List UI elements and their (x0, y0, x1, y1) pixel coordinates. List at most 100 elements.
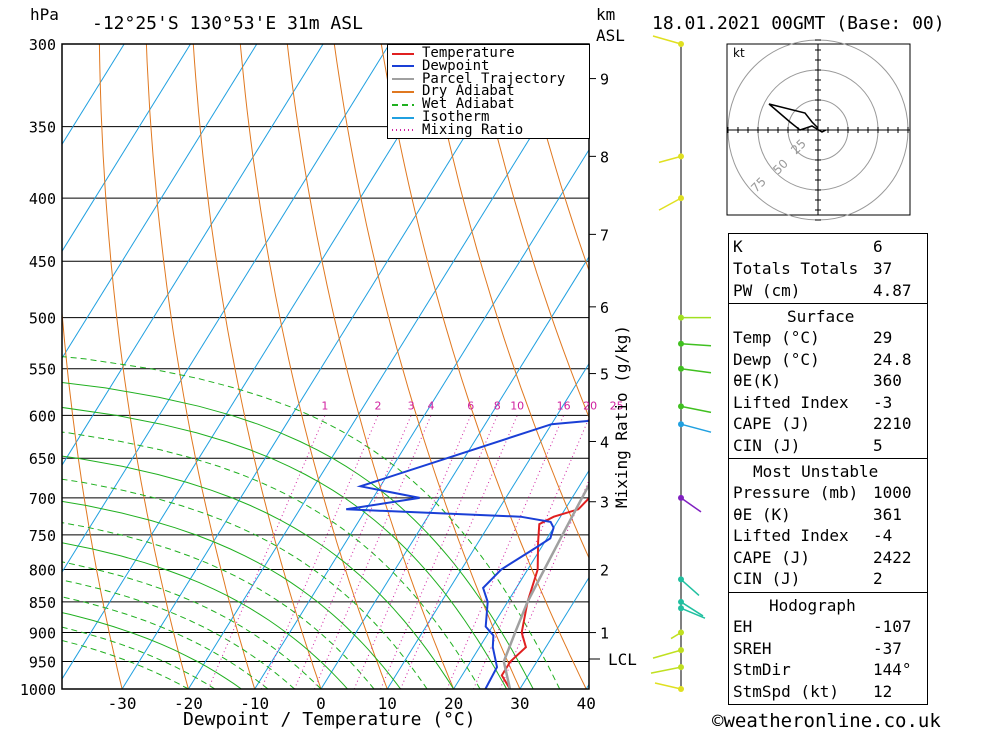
param-value: -107 (873, 617, 912, 636)
wind-barb (680, 423, 712, 433)
mixing-ratio-tick: 25 (610, 399, 624, 412)
wind-barb (680, 601, 704, 617)
param-label: SREH (733, 638, 772, 658)
dry-adiabat (98, 44, 189, 689)
pressure-tick: 650 (29, 450, 56, 468)
wind-dot (678, 314, 684, 321)
pressure-tick: 850 (29, 594, 56, 612)
hodograph-trace (768, 103, 827, 133)
wind-dot (678, 403, 684, 410)
mixing-ratio-axis-label: Mixing Ratio (g/kg) (612, 324, 631, 508)
hodograph-title: Hodograph (769, 596, 856, 615)
mixing-ratio-line (400, 415, 518, 689)
hodograph-unit: kt (733, 46, 745, 60)
dry-adiabat (239, 44, 388, 689)
dry-adiabat (333, 44, 521, 689)
dry-adiabat (992, 44, 1000, 689)
wind-dot (678, 153, 684, 160)
tt-value: 37 (873, 259, 893, 278)
dry-adiabat (945, 44, 1000, 689)
legend-swatch (392, 78, 414, 81)
temperature-tick: 20 (444, 694, 463, 713)
legend-label: Isotherm (422, 109, 490, 125)
pressure-tick: 600 (29, 407, 56, 425)
series-temperature (500, 496, 589, 689)
mixing-ratio-tick: 16 (557, 399, 571, 412)
series-dewpoint (346, 419, 589, 689)
km-tick: 5 (600, 366, 609, 384)
wind-dot (678, 664, 684, 671)
param-label: Lifted Index (733, 392, 849, 412)
mixing-ratio-line (473, 416, 589, 689)
param-label: CAPE (J) (733, 414, 811, 433)
isotherm (62, 44, 457, 680)
dry-adiabat (286, 44, 455, 689)
pressure-tick: 750 (29, 527, 56, 545)
legend-swatch (392, 52, 414, 55)
legend-item: Wet Adiabat (392, 96, 515, 113)
pressure-tick: 550 (29, 361, 56, 379)
param-label: θE(K) (733, 371, 782, 390)
temperature-tick: -20 (174, 694, 203, 713)
isotherm (121, 44, 523, 689)
temperature-tick: -10 (240, 694, 269, 713)
km-tick: 6 (600, 299, 609, 317)
mixing-ratio-tick: 2 (374, 399, 381, 412)
mixing-ratio-line (499, 478, 589, 689)
pressure-tick: 800 (29, 561, 56, 579)
pressure-tick: 300 (29, 36, 56, 54)
mixing-ratio-line (294, 415, 412, 689)
param-value: 2210 (873, 414, 912, 433)
surface-title: Surface (787, 307, 855, 326)
isotherm (62, 44, 390, 574)
param-value: 2422 (873, 547, 912, 567)
param-label: Dewp (°C) (733, 349, 820, 369)
wind-dot (678, 576, 684, 583)
mixing-ratio-line (446, 415, 565, 689)
pressure-tick: 700 (29, 490, 56, 508)
param-label: θE (K) (733, 504, 791, 524)
param-value: -3 (873, 392, 893, 412)
dry-adiabat (521, 44, 589, 272)
km-tick: 9 (600, 71, 609, 89)
pressure-tick: 500 (29, 310, 56, 328)
param-label: CIN (J) (733, 569, 801, 588)
wind-dot (678, 421, 684, 428)
param-value: 361 (873, 504, 902, 524)
hodograph-box: Hodograph EH -107 SREH -37 StmDir 144° StmSpd … (728, 592, 928, 705)
wind-barb (680, 578, 700, 596)
wet-adiabat (62, 431, 481, 689)
legend-label: Wet Adiabat (422, 96, 515, 113)
dry-adiabat (62, 306, 123, 689)
legend-label: Dry Adiabat (422, 83, 515, 100)
most-unstable-box: Most Unstable Pressure (mb) 1000 θE (K) 361… (728, 458, 928, 593)
param-value: 29 (873, 328, 893, 347)
isotherm (320, 255, 589, 689)
wind-barb (680, 607, 706, 619)
wet-adiabat (62, 579, 295, 689)
km-tick: 7 (600, 226, 609, 244)
indices-box: K 6 Totals Totals 37 PW (cm) 4.87 (728, 233, 928, 304)
wind-dot (678, 365, 684, 372)
wind-barb (650, 666, 682, 674)
location-title: -12°25'S 130°53'E 31m ASL (92, 13, 363, 34)
k-value: 6 (873, 237, 883, 256)
isotherm (453, 469, 589, 689)
surface-box: Surface Temp (°C) 29 Dewp (°C) 24.8 θE(K) 360… (728, 303, 928, 459)
copyright: ©weatheronline.co.uk (712, 710, 941, 732)
tt-label: Totals Totals (733, 259, 859, 278)
wind-dot (678, 41, 684, 47)
wind-dot (678, 195, 684, 202)
wind-barb (680, 405, 712, 414)
legend-label: Parcel Trajectory (422, 70, 566, 87)
dry-adiabat (380, 44, 587, 689)
wet-adiabat (62, 626, 216, 689)
wind-dot (678, 598, 684, 605)
mixing-ratio-tick: 4 (428, 399, 435, 412)
legend-label: Dewpoint (422, 57, 490, 74)
pressure-tick: 450 (29, 253, 56, 271)
legend-swatch (392, 103, 414, 106)
wind-barb (680, 343, 712, 347)
wind-dot (678, 686, 684, 692)
pw-label: PW (cm) (733, 281, 801, 300)
